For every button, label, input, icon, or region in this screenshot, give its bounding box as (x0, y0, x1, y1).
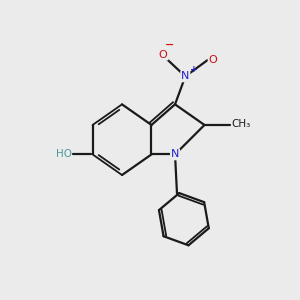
Text: N: N (181, 71, 190, 81)
Text: O: O (159, 50, 168, 60)
Text: O: O (208, 55, 217, 64)
Text: HO: HO (56, 149, 72, 159)
Text: CH₃: CH₃ (231, 119, 250, 129)
Text: +: + (190, 65, 197, 74)
Text: −: − (165, 40, 174, 50)
Text: N: N (171, 149, 179, 159)
